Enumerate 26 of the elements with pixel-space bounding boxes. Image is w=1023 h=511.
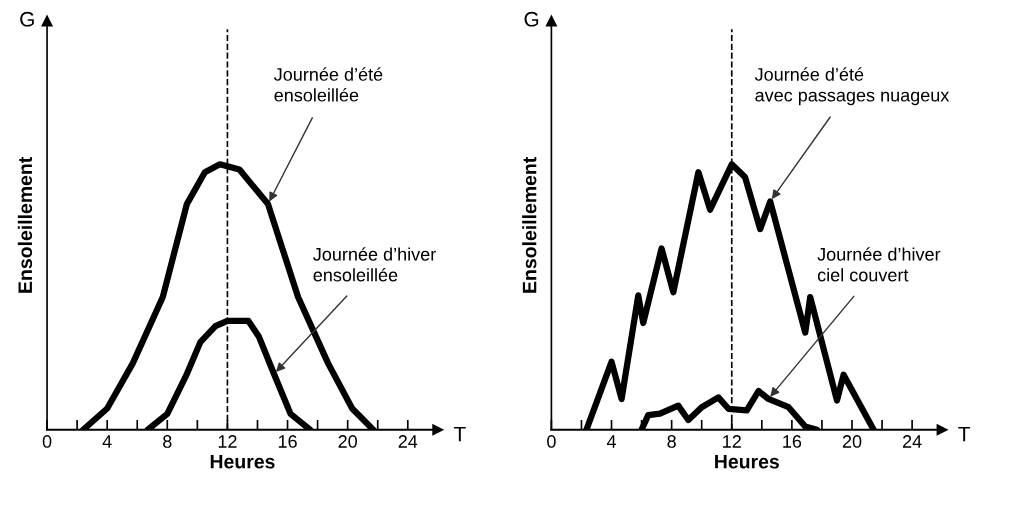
x-tick-label: 8	[667, 435, 676, 448]
text: Journée d’été ensoleillée	[274, 67, 383, 102]
text: T	[958, 426, 971, 442]
x-tick-label: 24	[398, 435, 418, 448]
x-tick-label: 20	[338, 435, 357, 448]
x-tick-label: 24	[902, 435, 922, 448]
y-axis-title: Ensoleillement	[522, 156, 537, 293]
x-tick-label: 0	[547, 435, 556, 448]
text: G	[20, 11, 34, 27]
x-tick-label: 0	[42, 435, 52, 448]
x-axis-title: Heures	[715, 454, 779, 469]
x-tick-label: 16	[278, 435, 297, 448]
x-axis-title: Heures	[210, 454, 275, 469]
annotation: Journée d’hiver ensoleillée	[313, 247, 436, 282]
x-tick-label: 4	[102, 435, 112, 448]
text: G	[524, 11, 539, 27]
x-tick-label: 4	[606, 435, 617, 448]
annotation: Journée d’hiver ciel couvert	[817, 247, 941, 282]
y-axis-title: Ensoleillement	[17, 156, 33, 293]
text: T	[453, 426, 466, 442]
x-tick-label: 20	[842, 435, 862, 448]
text: Journée d’été avec passages nuageux	[754, 67, 950, 106]
x-tick-label: 16	[783, 435, 802, 448]
x-tick-label: 8	[163, 435, 172, 448]
x-tick-label: 12	[723, 435, 741, 448]
x-tick-label: 12	[218, 435, 237, 448]
